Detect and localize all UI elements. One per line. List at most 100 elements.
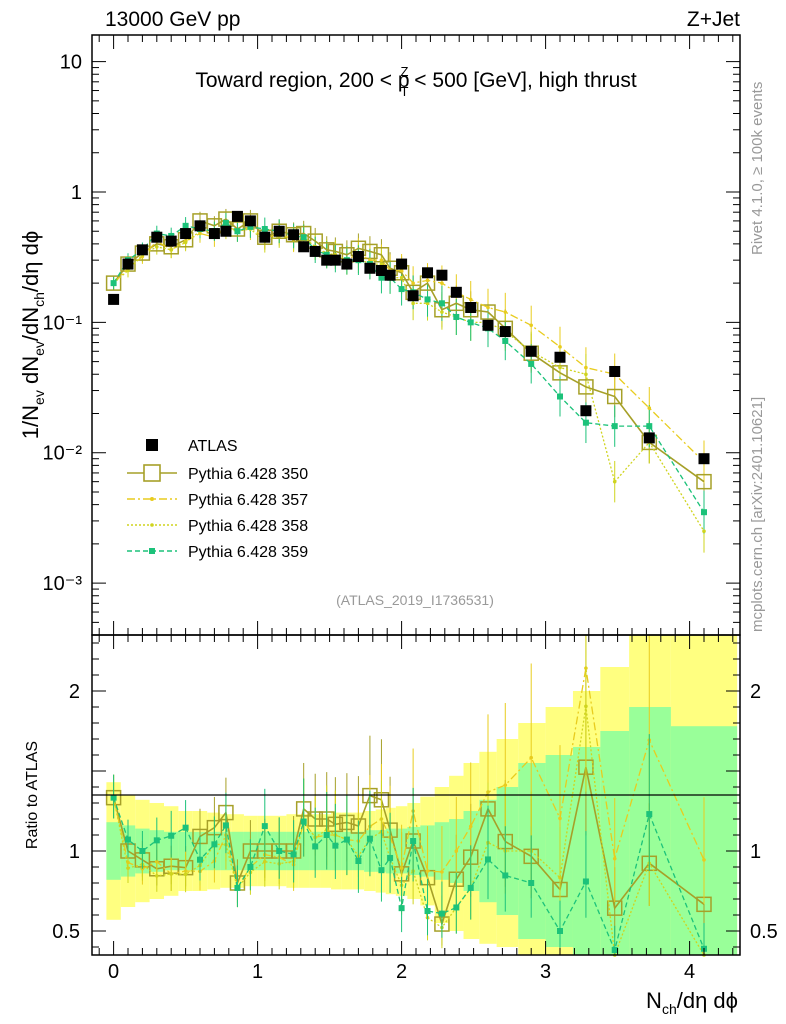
ratio-marker xyxy=(323,832,330,838)
x-tick-label: 1 xyxy=(252,961,263,983)
ratio-marker xyxy=(183,872,188,877)
plot-title-sup: Z xyxy=(401,64,409,79)
legend-marker-357 xyxy=(150,497,154,501)
ratio-marker xyxy=(582,878,589,885)
ratio-marker xyxy=(485,856,491,863)
atlas-data-point xyxy=(321,254,333,266)
header-left: 13000 GeV pp xyxy=(105,8,240,31)
ratio-marker xyxy=(234,884,241,891)
atlas-data-point xyxy=(580,405,592,417)
atlas-data-point xyxy=(259,231,271,243)
series-marker xyxy=(110,280,117,287)
series-marker xyxy=(557,393,563,400)
atlas-data-point xyxy=(364,262,376,274)
atlas-data-point xyxy=(375,264,387,276)
series-marker xyxy=(182,222,189,229)
x-ticks: 0 1 2 3 4 xyxy=(98,35,734,983)
ratio-band-green xyxy=(375,830,386,872)
legend: ATLAS Pythia 6.428 350 Pythia 6.428 357 … xyxy=(127,438,308,561)
series-marker xyxy=(612,479,617,484)
ratio-band-green xyxy=(231,831,244,871)
series-marker xyxy=(582,419,589,426)
x-label-main: N xyxy=(646,988,662,1013)
header-right: Z+Jet xyxy=(687,8,740,31)
series-marker xyxy=(486,305,490,310)
series-marker xyxy=(467,319,474,326)
series-marker xyxy=(399,268,404,273)
legend-entry-350: Pythia 6.428 350 xyxy=(127,464,308,483)
atlas-data-point xyxy=(194,220,206,232)
ratio-marker xyxy=(366,835,373,842)
ratio-marker xyxy=(125,836,131,843)
ratio-axes: 0.5 0.5 1 1 2 2 xyxy=(52,642,778,948)
legend-marker-350 xyxy=(143,464,161,482)
ratio-marker xyxy=(300,818,307,825)
series-marker xyxy=(503,310,508,314)
ratio-marker xyxy=(611,947,618,954)
atlas-data-point xyxy=(341,258,353,270)
series-marker xyxy=(558,344,562,349)
ratio-marker xyxy=(290,851,297,858)
y-tick-label: 10⁻² xyxy=(43,443,83,465)
ratio-marker xyxy=(263,859,267,864)
series-marker xyxy=(368,258,372,262)
mcplots-label: mcplots.cern.ch [arXiv:2401.10621] xyxy=(749,397,766,632)
series-marker xyxy=(440,281,444,285)
series-marker xyxy=(247,223,254,230)
legend-entry-atlas: ATLAS xyxy=(146,438,238,455)
atlas-data-point xyxy=(180,228,192,240)
series-marker xyxy=(399,275,404,280)
atlas-data-point xyxy=(244,215,256,227)
atlas-data-point xyxy=(554,351,566,363)
atlas-data-point xyxy=(499,326,511,338)
ratio-marker xyxy=(468,824,473,829)
ratio-marker xyxy=(502,872,509,879)
series-marker xyxy=(606,388,623,405)
legend-entry-358: Pythia 6.428 358 xyxy=(127,518,308,535)
legend-marker-358 xyxy=(150,523,154,527)
series-marker xyxy=(528,360,535,367)
series-marker xyxy=(440,310,444,314)
series-marker xyxy=(378,274,385,281)
ratio-marker xyxy=(182,824,189,831)
series-marker xyxy=(701,509,707,516)
legend-marker-atlas xyxy=(146,439,158,451)
atlas-data-point xyxy=(165,235,177,247)
ratio-marker xyxy=(261,823,268,830)
atlas-data-point xyxy=(122,258,134,270)
ratio-marker xyxy=(387,854,394,861)
legend-entry-357: Pythia 6.428 357 xyxy=(127,492,308,509)
ratio-band-green xyxy=(629,707,671,955)
legend-label-357: Pythia 6.428 357 xyxy=(188,492,308,509)
y-label-p3: /dN xyxy=(18,307,43,341)
x-tick-label: 3 xyxy=(540,961,551,983)
atlas-data-point xyxy=(309,245,321,257)
x-label-sub: ch xyxy=(662,1001,677,1017)
ratio-marker xyxy=(312,843,319,850)
series-marker xyxy=(411,301,415,306)
ratio-marker xyxy=(155,874,159,878)
rivet-version-label: Rivet 4.1.0, ≥ 100k events xyxy=(749,82,766,255)
ratio-tick-label-right: 2 xyxy=(750,681,761,703)
series-marker xyxy=(425,278,430,283)
x-tick-label: 2 xyxy=(396,961,407,983)
legend-label-359: Pythia 6.428 359 xyxy=(188,544,308,561)
ratio-marker xyxy=(528,880,535,886)
y-label-s3: ch xyxy=(31,292,47,307)
atlas-data-point xyxy=(450,286,462,298)
ratio-marker xyxy=(276,848,283,854)
ratio-marker xyxy=(169,872,173,876)
ratio-marker xyxy=(211,841,218,848)
legend-label-358: Pythia 6.428 358 xyxy=(188,518,308,535)
series-marker xyxy=(584,365,588,370)
ratio-marker xyxy=(153,837,160,844)
y-tick-label: 10⁻¹ xyxy=(43,312,83,334)
ratio-band-green xyxy=(463,811,480,891)
atlas-data-point xyxy=(482,319,494,331)
ratio-marker xyxy=(440,870,444,874)
atlas-data-point xyxy=(643,432,655,444)
ratio-marker xyxy=(425,869,430,873)
ratio-series xyxy=(105,635,712,957)
ratio-band-green xyxy=(572,747,601,955)
y-tick-label: 1 xyxy=(71,182,82,204)
